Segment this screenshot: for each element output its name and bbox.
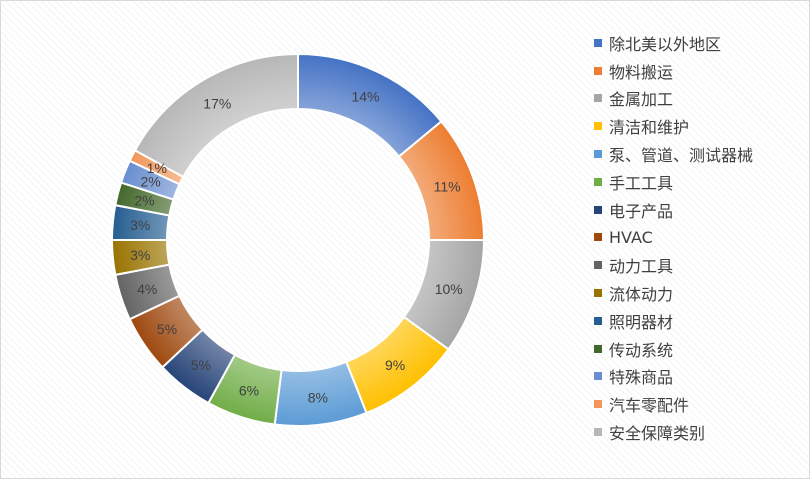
legend-item: 清洁和维护 [594, 112, 804, 140]
legend-swatch [594, 344, 602, 353]
legend-label: HVAC [609, 227, 653, 247]
data-label-12: 2% [141, 174, 161, 190]
legend-item: 除北美以外地区 [594, 29, 804, 57]
legend-item: 金属加工 [594, 85, 804, 113]
data-label-8: 4% [137, 281, 157, 297]
legend-item: 特殊商品 [594, 363, 804, 391]
legend-swatch [594, 177, 602, 186]
legend-item: 动力工具 [594, 251, 804, 279]
data-label-11: 2% [134, 193, 154, 209]
legend-label: 电子产品 [609, 201, 674, 221]
legend-item: HVAC [594, 224, 804, 252]
legend-label: 手工工具 [609, 173, 674, 193]
legend-item: 安全保障类别 [594, 418, 804, 446]
legend-label: 流体动力 [609, 285, 674, 305]
legend-item: 电子产品 [594, 196, 804, 224]
legend-label: 金属加工 [609, 90, 674, 110]
legend-swatch [594, 66, 602, 75]
data-label-6: 5% [191, 357, 211, 373]
data-label-1: 11% [434, 178, 461, 194]
data-label-0: 14% [351, 89, 379, 105]
legend-label: 特殊商品 [609, 368, 674, 388]
legend-label: 动力工具 [609, 257, 674, 277]
legend-swatch [594, 94, 602, 103]
legend-label: 除北美以外地区 [609, 34, 722, 54]
data-label-9: 3% [130, 247, 150, 263]
legend-swatch [594, 261, 602, 270]
legend-label: 照明器材 [609, 312, 674, 332]
legend-label: 物料搬运 [609, 62, 674, 82]
data-label-10: 3% [130, 217, 150, 233]
data-label-13: 1% [147, 160, 167, 176]
legend-item: 泵、管道、测试器械 [594, 140, 804, 168]
donut-slices [110, 52, 486, 427]
data-label-14: 17% [203, 96, 231, 112]
legend-item: 照明器材 [594, 307, 804, 335]
data-label-4: 8% [308, 389, 328, 405]
legend-item: 传动系统 [594, 335, 804, 363]
legend-label: 清洁和维护 [609, 118, 690, 138]
legend-swatch [594, 233, 602, 242]
data-label-2: 10% [435, 281, 463, 297]
data-label-7: 5% [157, 321, 177, 337]
legend-swatch [594, 205, 602, 214]
legend-swatch [594, 38, 602, 47]
legend-label: 泵、管道、测试器械 [609, 146, 754, 166]
legend-item: 汽车零配件 [594, 390, 804, 418]
data-labels: 14%11%10%9%8%6%5%5%4%3%3%2%2%1%17% [130, 89, 463, 406]
legend-label: 汽车零配件 [609, 396, 690, 416]
legend-item: 手工工具 [594, 168, 804, 196]
legend: 除北美以外地区 物料搬运金属加工清洁和维护泵、管道、测试器械 手工工具电子产品 HVA… [594, 29, 804, 446]
legend-swatch [594, 122, 602, 131]
legend-swatch [594, 372, 602, 381]
slice-14 [133, 52, 299, 179]
legend-swatch [594, 400, 602, 409]
legend-item: 物料搬运 [594, 57, 804, 85]
legend-swatch [594, 428, 602, 437]
legend-swatch [594, 289, 602, 298]
legend-swatch [594, 150, 602, 159]
legend-label: 安全保障类别 [609, 424, 706, 444]
data-label-3: 9% [385, 357, 405, 373]
data-label-5: 6% [239, 383, 259, 399]
legend-item: 流体动力 [594, 279, 804, 307]
legend-swatch [594, 316, 602, 325]
legend-label: 传动系统 [609, 340, 674, 360]
